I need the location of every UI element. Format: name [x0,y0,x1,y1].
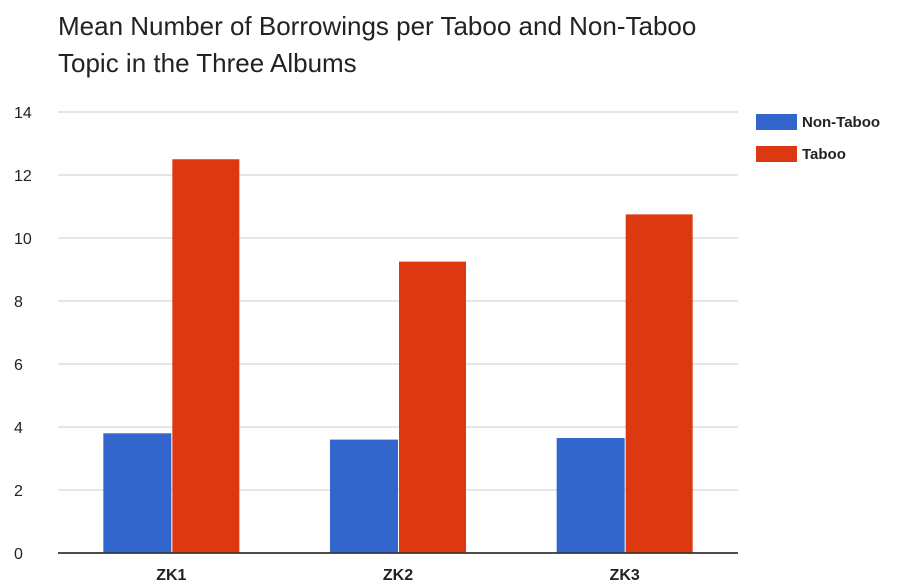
bar-non-taboo-zk3 [556,438,625,553]
legend-label-taboo: Taboo [802,145,846,163]
legend-swatch-non-taboo [756,114,797,130]
y-tick-label-14: 14 [14,105,32,122]
x-tick-label-zk3: ZK3 [610,567,640,584]
chart-title: Mean Number of Borrowings per Taboo and … [58,11,697,78]
y-axis-tick-labels: 0 2 4 6 8 10 12 14 [14,105,32,563]
x-tick-label-zk2: ZK2 [383,567,413,584]
y-tick-label-12: 12 [14,168,32,185]
legend: Non-Taboo Taboo [756,112,880,176]
y-tick-label-0: 0 [14,546,23,563]
x-tick-label-zk1: ZK1 [156,567,186,584]
y-tick-label-2: 2 [14,483,23,500]
y-tick-label-4: 4 [14,420,23,437]
y-tick-label-6: 6 [14,357,23,374]
bar-non-taboo-zk1 [103,433,172,553]
bar-taboo-zk2 [399,261,466,553]
bar-taboo-zk3 [625,214,693,553]
x-axis-tick-labels: ZK1 ZK2 ZK3 [156,567,640,584]
legend-item-taboo: Taboo [756,144,880,164]
bars [58,159,738,554]
y-tick-label-10: 10 [14,231,32,248]
y-tick-label-8: 8 [14,294,23,311]
bar-taboo-zk1 [172,159,240,553]
legend-swatch-taboo [756,146,797,162]
bar-non-taboo-zk2 [330,439,398,553]
legend-item-non-taboo: Non-Taboo [756,112,880,132]
legend-label-non-taboo: Non-Taboo [802,113,881,131]
